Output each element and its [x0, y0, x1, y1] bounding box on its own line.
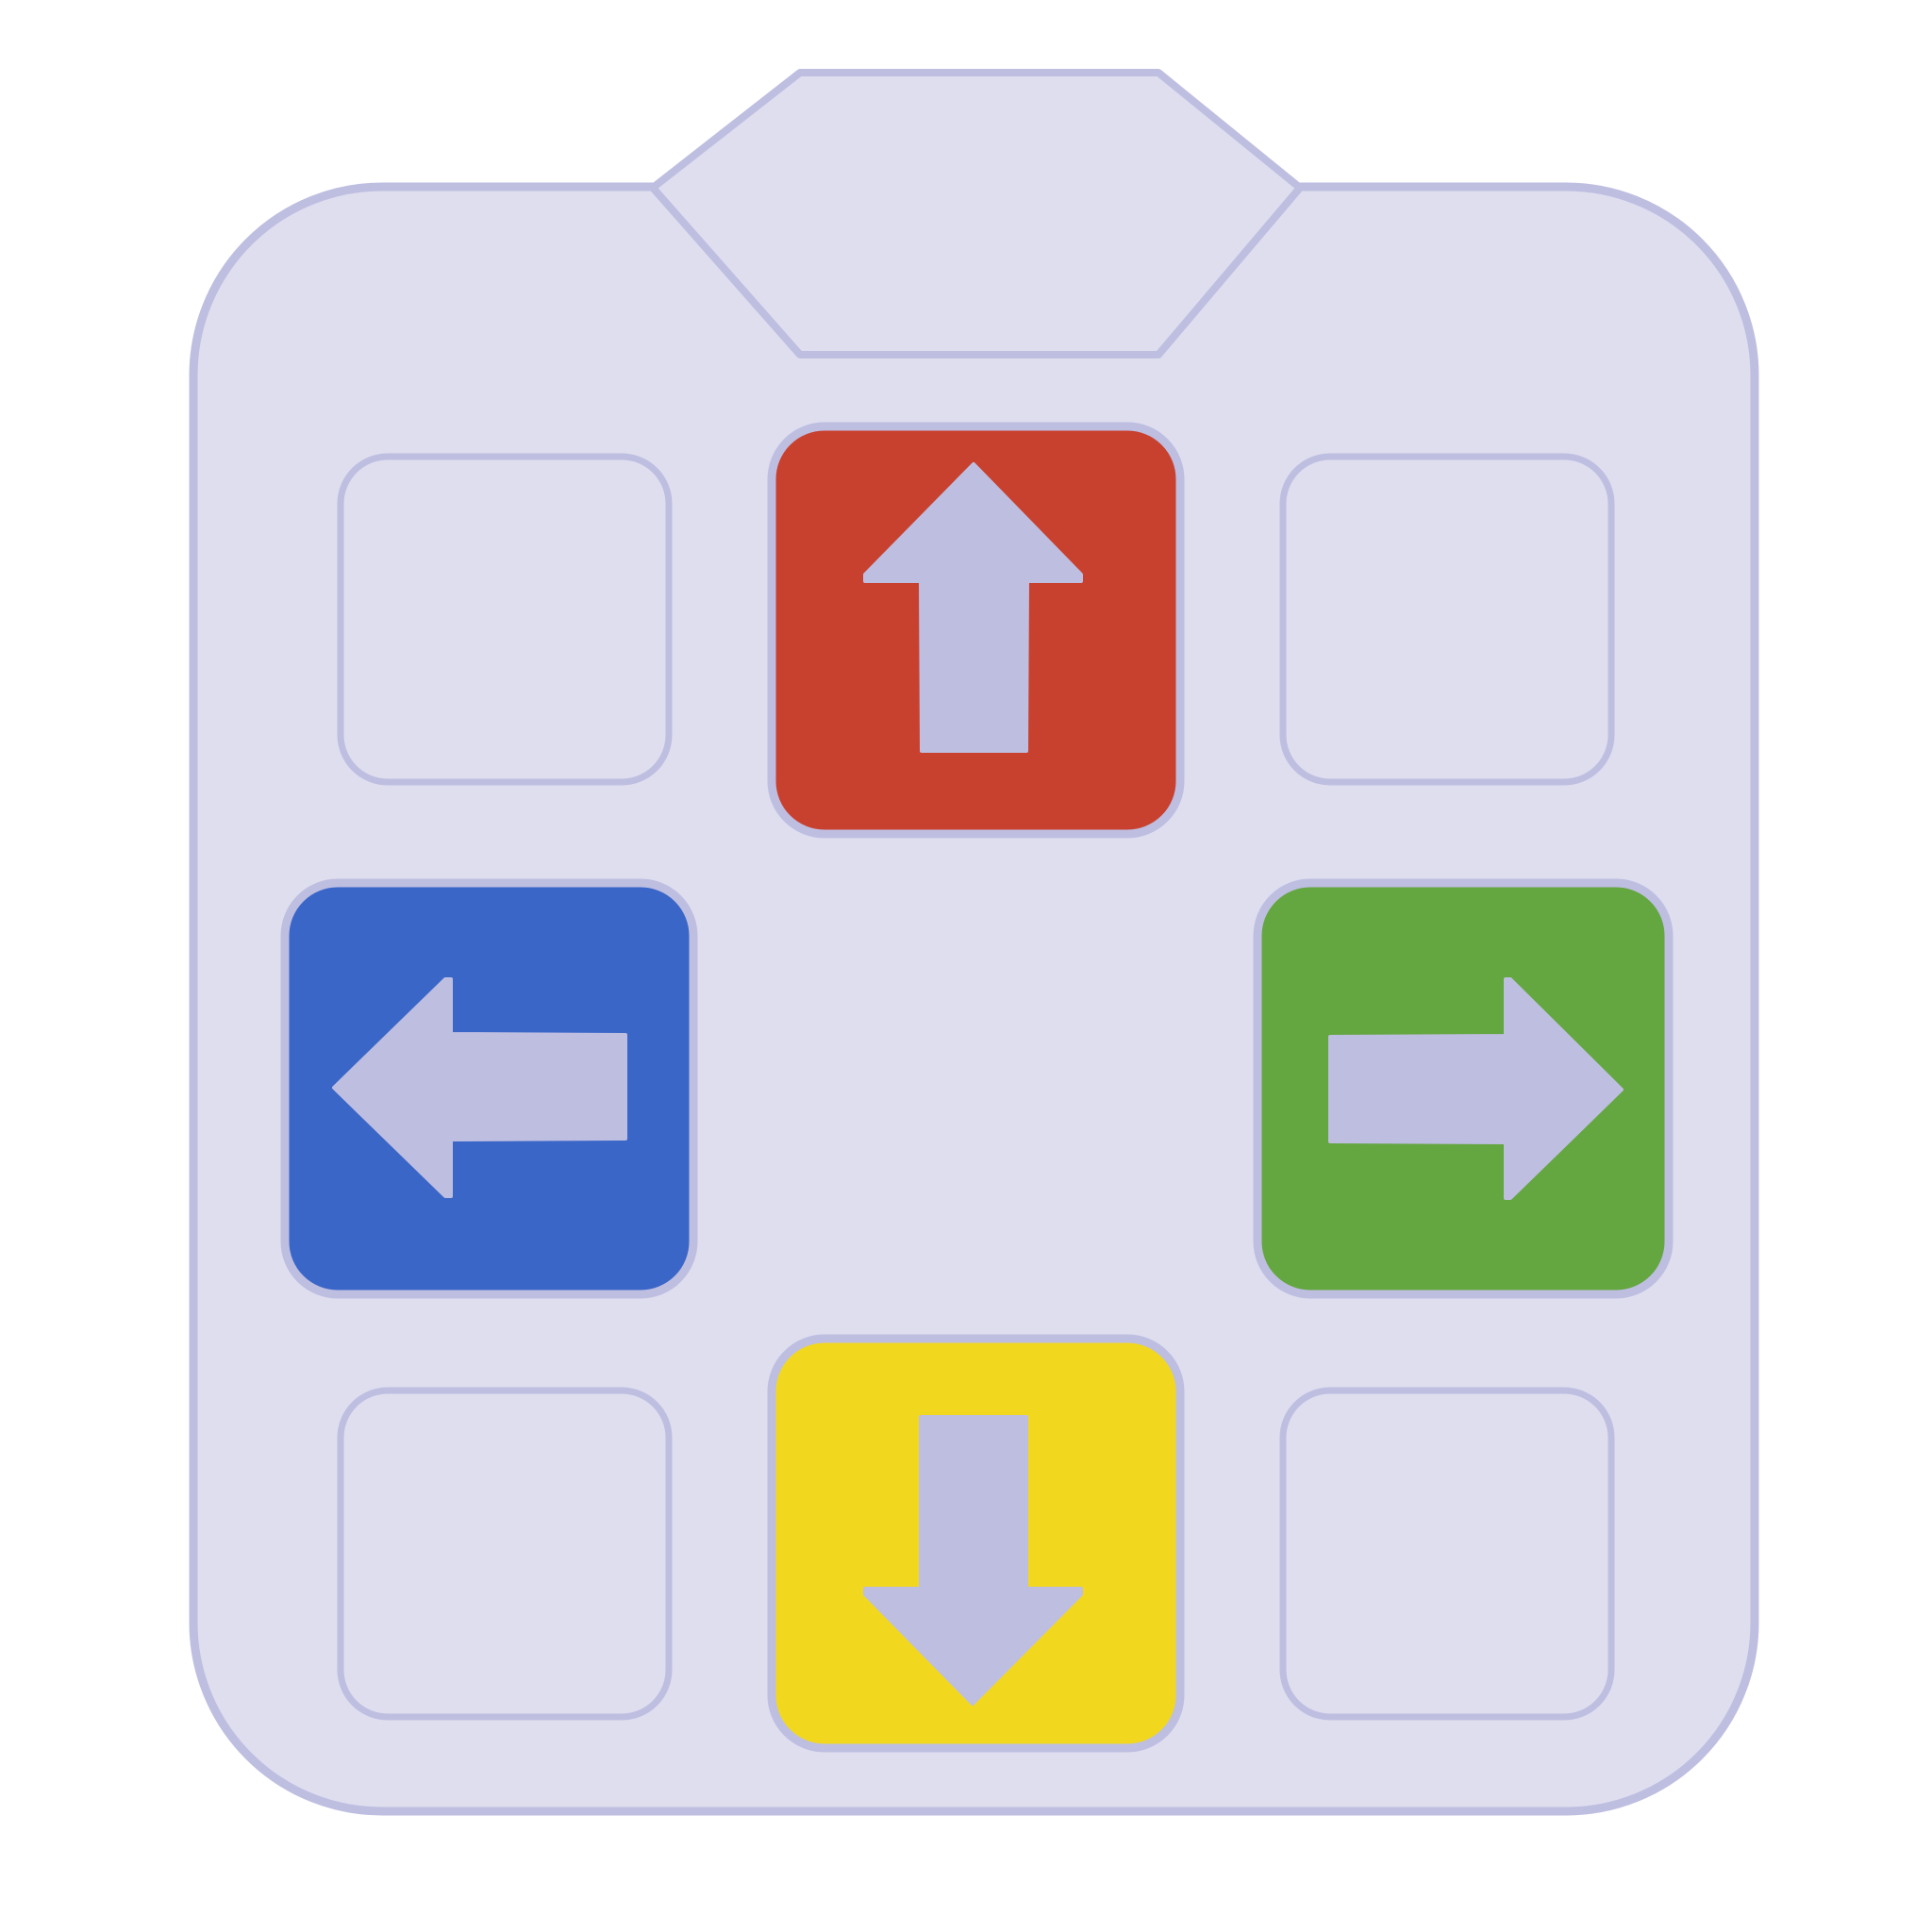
- dance-pad-body: [189, 182, 1759, 1816]
- arrow-up-icon: [863, 462, 1083, 753]
- corner-pad-top-left[interactable]: [337, 453, 673, 786]
- arrow-pad-right[interactable]: [1253, 878, 1674, 1299]
- arrow-pad-down[interactable]: [767, 1334, 1185, 1753]
- corner-pad-bottom-right[interactable]: [1279, 1387, 1615, 1721]
- corner-pad-top-right[interactable]: [1279, 453, 1615, 786]
- arrow-pad-up[interactable]: [767, 422, 1185, 839]
- arrow-right-icon: [1328, 977, 1624, 1200]
- select-button[interactable]: [649, 69, 1304, 358]
- arrow-pad-left[interactable]: [280, 878, 698, 1299]
- arrow-left-icon: [332, 977, 627, 1198]
- arrow-down-icon: [863, 1415, 1083, 1706]
- corner-pad-bottom-left[interactable]: [337, 1387, 673, 1721]
